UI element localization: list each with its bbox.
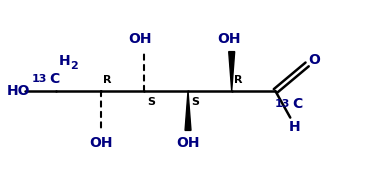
Text: 2: 2 xyxy=(70,61,78,71)
Text: S: S xyxy=(191,97,199,107)
Text: H: H xyxy=(288,120,300,135)
Text: 13: 13 xyxy=(275,99,290,109)
Text: OH: OH xyxy=(89,136,112,150)
Text: S: S xyxy=(147,97,155,107)
Text: C: C xyxy=(49,72,59,86)
Text: O: O xyxy=(308,53,320,68)
Polygon shape xyxy=(229,52,235,91)
Text: C: C xyxy=(292,97,303,111)
Text: OH: OH xyxy=(217,32,240,46)
Text: OH: OH xyxy=(176,136,200,150)
Text: H: H xyxy=(59,55,71,68)
Text: 13: 13 xyxy=(31,74,47,84)
Text: R: R xyxy=(234,75,243,85)
Text: R: R xyxy=(103,75,112,85)
Polygon shape xyxy=(185,91,191,130)
Text: OH: OH xyxy=(129,32,152,46)
Text: HO: HO xyxy=(6,84,30,98)
